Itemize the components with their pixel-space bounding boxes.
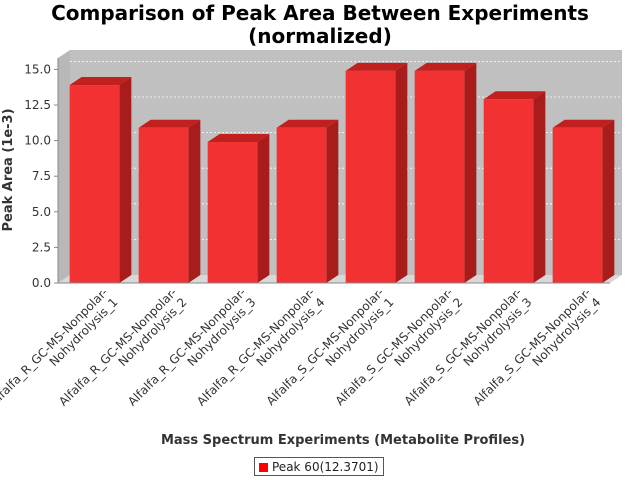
- chart-title-line-1: Comparison of Peak Area Between Experime…: [51, 1, 589, 25]
- bar-front: [69, 85, 120, 283]
- plot-floor: [58, 275, 622, 283]
- bar-side: [464, 62, 477, 284]
- bars: [69, 62, 615, 284]
- bar: [483, 91, 546, 283]
- bar-front: [138, 127, 189, 284]
- x-category-label: Alfalfa_S_GC-MS-Nonpolar-Nohydrolysis_1: [264, 285, 397, 418]
- chart-title-line-2: (normalized): [248, 24, 392, 48]
- bar-top: [276, 119, 339, 128]
- bar-front: [483, 99, 534, 283]
- y-tick-label: 15.0: [24, 62, 51, 76]
- bar-front: [414, 70, 465, 283]
- x-category-label: Alfalfa_R_GC-MS-Nonpolar-Nohydrolysis_3: [125, 285, 258, 418]
- bar-side: [602, 119, 615, 284]
- x-category-label-line: Alfalfa_R_GC-MS-Nonpolar-: [0, 285, 111, 409]
- bar: [552, 119, 615, 284]
- bar-top: [414, 62, 477, 71]
- bar-side: [188, 119, 201, 284]
- x-category-label: Alfalfa_S_GC-MS-Nonpolar-Nohydrolysis_3: [402, 285, 535, 418]
- legend: Peak 60(12.3701): [254, 457, 384, 476]
- axes: [57, 58, 610, 284]
- bar-side: [533, 91, 546, 283]
- bar-front: [552, 127, 603, 284]
- bar: [276, 119, 339, 284]
- bar: [207, 134, 270, 283]
- y-tick-labels: 0.0 2.5 5.0 7.5 10.0 12.5 15.0: [24, 62, 58, 290]
- x-category-label: Alfalfa_S_GC-MS-Nonpolar-Nohydrolysis_4: [471, 285, 604, 418]
- bar: [345, 62, 408, 284]
- x-category-label: Alfalfa_R_GC-MS-Nonpolar-Nohydrolysis_2: [56, 285, 189, 418]
- x-category-label: Alfalfa_R_GC-MS-Nonpolar-Nohydrolysis_4: [194, 285, 327, 418]
- y-tick-label: 12.5: [24, 98, 51, 112]
- plot-left-wall: [58, 50, 70, 283]
- bar: [138, 119, 201, 284]
- bar-side: [326, 119, 339, 284]
- x-axis-label: Mass Spectrum Experiments (Metabolite Pr…: [161, 433, 525, 448]
- bar-top: [552, 119, 615, 128]
- bar: [414, 62, 477, 284]
- bar-front: [207, 142, 258, 283]
- bar-side: [257, 134, 270, 283]
- bar-top: [138, 119, 201, 128]
- chart-title: Comparison of Peak Area Between Experime…: [0, 2, 640, 48]
- bar-front: [345, 70, 396, 283]
- bar-side: [395, 62, 408, 284]
- bar-side: [119, 77, 132, 283]
- y-tick-label: 0.0: [32, 276, 51, 290]
- legend-swatch: [259, 462, 268, 472]
- bar: [69, 77, 132, 283]
- bar-top: [69, 77, 132, 86]
- y-tick-label: 2.5: [32, 240, 51, 254]
- bar-front: [276, 127, 327, 284]
- x-category-labels: Alfalfa_R_GC-MS-Nonpolar-Nohydrolysis_1A…: [0, 285, 604, 418]
- bar-top: [207, 134, 270, 143]
- legend-label: Peak 60(12.3701): [272, 460, 379, 474]
- x-category-label: Alfalfa_S_GC-MS-Nonpolar-Nohydrolysis_2: [333, 285, 466, 418]
- bar-top: [483, 91, 546, 100]
- y-axis-label: Peak Area (1e-3): [1, 108, 16, 231]
- y-tick-label: 10.0: [24, 134, 51, 148]
- y-tick-label: 5.0: [32, 205, 51, 219]
- y-tick-label: 7.5: [32, 169, 51, 183]
- bar-top: [345, 62, 408, 71]
